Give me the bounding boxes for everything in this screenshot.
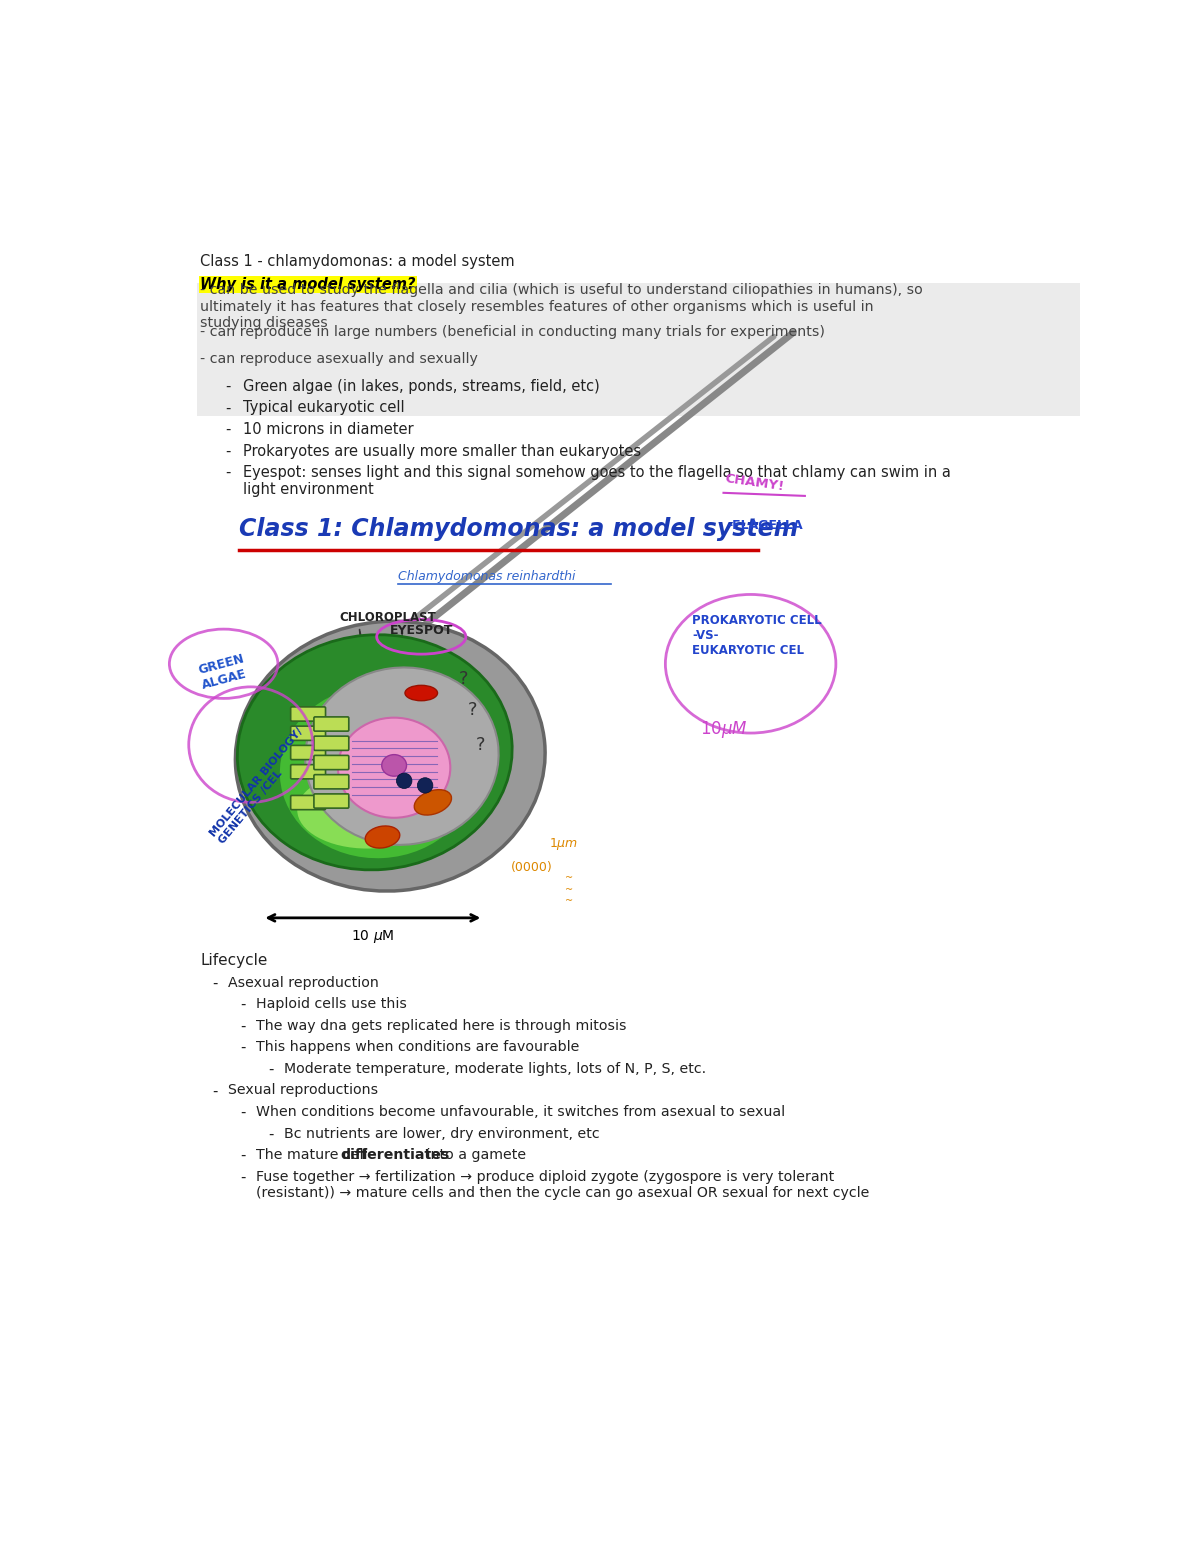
Text: -: - <box>212 1084 217 1098</box>
Ellipse shape <box>238 635 512 870</box>
Text: - can reproduce asexually and sexually: - can reproduce asexually and sexually <box>200 353 479 367</box>
Text: Haploid cells use this: Haploid cells use this <box>256 997 407 1011</box>
Ellipse shape <box>418 778 433 794</box>
Text: into a gamete: into a gamete <box>422 1148 526 1162</box>
Text: Asexual reproduction: Asexual reproduction <box>228 975 378 989</box>
FancyBboxPatch shape <box>290 795 325 809</box>
Ellipse shape <box>382 755 407 776</box>
Ellipse shape <box>365 826 400 848</box>
Ellipse shape <box>298 772 437 848</box>
Ellipse shape <box>235 621 545 891</box>
Ellipse shape <box>305 668 499 845</box>
Text: - can reproduce in large numbers (beneficial in conducting many trials for exper: - can reproduce in large numbers (benefi… <box>200 325 826 339</box>
Ellipse shape <box>280 685 478 859</box>
Text: -: - <box>269 1062 274 1076</box>
Text: Lifecycle: Lifecycle <box>200 952 268 968</box>
Text: ?: ? <box>458 671 468 688</box>
Text: -: - <box>241 1169 246 1185</box>
Text: differentiates: differentiates <box>341 1148 450 1162</box>
Text: CHLOROPLAST: CHLOROPLAST <box>340 610 437 624</box>
Text: -: - <box>241 1148 246 1163</box>
Text: Bc nutrients are lower, dry environment, etc: Bc nutrients are lower, dry environment,… <box>284 1126 600 1140</box>
Ellipse shape <box>338 717 450 818</box>
Text: When conditions become unfavourable, it switches from asexual to sexual: When conditions become unfavourable, it … <box>256 1106 785 1120</box>
Text: MOLECULAR BIOLOGY/
GENETICS /CEL: MOLECULAR BIOLOGY/ GENETICS /CEL <box>208 725 314 846</box>
FancyBboxPatch shape <box>290 707 325 721</box>
Ellipse shape <box>414 789 451 815</box>
Text: Why is it a model system?: Why is it a model system? <box>200 278 416 292</box>
Text: -: - <box>226 444 230 458</box>
FancyBboxPatch shape <box>290 727 325 741</box>
FancyBboxPatch shape <box>314 736 349 750</box>
Text: $1\mu m$: $1\mu m$ <box>550 837 578 853</box>
Text: -: - <box>269 1126 274 1141</box>
Text: Typical eukaryotic cell: Typical eukaryotic cell <box>242 401 404 415</box>
Text: Fuse together → fertilization → produce diploid zygote (zygospore is very tolera: Fuse together → fertilization → produce … <box>256 1169 870 1200</box>
FancyBboxPatch shape <box>290 745 325 759</box>
Text: The mature cell: The mature cell <box>256 1148 372 1162</box>
Text: -: - <box>241 1106 246 1120</box>
Text: CHAMY!: CHAMY! <box>724 472 785 494</box>
Text: EYESPOT: EYESPOT <box>390 624 452 637</box>
FancyBboxPatch shape <box>290 764 325 780</box>
Ellipse shape <box>404 685 438 700</box>
Text: 10 $\mu$M: 10 $\mu$M <box>352 927 395 944</box>
FancyBboxPatch shape <box>314 755 349 770</box>
Text: (0000): (0000) <box>510 862 552 874</box>
Text: Eyespot: senses light and this signal somehow goes to the flagella so that chlam: Eyespot: senses light and this signal so… <box>242 464 950 497</box>
Text: Sexual reproductions: Sexual reproductions <box>228 1084 378 1098</box>
Text: -: - <box>226 422 230 436</box>
Text: GREEN
ALGAE: GREEN ALGAE <box>197 652 250 691</box>
Text: Green algae (in lakes, ponds, streams, field, etc): Green algae (in lakes, ponds, streams, f… <box>242 379 600 394</box>
Text: ~
~
~: ~ ~ ~ <box>565 873 572 907</box>
Text: -: - <box>241 1041 246 1056</box>
Text: The way dna gets replicated here is through mitosis: The way dna gets replicated here is thro… <box>256 1019 626 1033</box>
Text: Prokaryotes are usually more smaller than eukaryotes: Prokaryotes are usually more smaller tha… <box>242 444 641 458</box>
Text: Class 1: Chlamydomonas: a model system: Class 1: Chlamydomonas: a model system <box>239 517 798 542</box>
Text: PROKARYOTIC CELL
-VS-
EUKARYOTIC CEL: PROKARYOTIC CELL -VS- EUKARYOTIC CEL <box>692 613 822 657</box>
Text: -FLAGELLA: -FLAGELLA <box>727 519 803 531</box>
Text: ?: ? <box>475 736 485 753</box>
Text: Chlamydomonas reinhardthi: Chlamydomonas reinhardthi <box>398 570 576 582</box>
FancyBboxPatch shape <box>197 283 1084 416</box>
Text: -: - <box>226 464 230 480</box>
Text: Moderate temperature, moderate lights, lots of N, P, S, etc.: Moderate temperature, moderate lights, l… <box>284 1062 706 1076</box>
Text: -: - <box>241 1019 246 1034</box>
Text: - can be used to study the flagella and cilia (which is useful to understand cil: - can be used to study the flagella and … <box>200 283 923 329</box>
FancyBboxPatch shape <box>314 794 349 808</box>
Text: -: - <box>226 401 230 415</box>
Text: Class 1 - chlamydomonas: a model system: Class 1 - chlamydomonas: a model system <box>200 255 515 269</box>
FancyBboxPatch shape <box>314 717 349 731</box>
Ellipse shape <box>396 773 412 789</box>
Text: 10 microns in diameter: 10 microns in diameter <box>242 422 414 436</box>
Text: -: - <box>212 975 217 991</box>
Text: $10\mu M$: $10\mu M$ <box>701 719 748 739</box>
Text: ?: ? <box>468 700 478 719</box>
FancyBboxPatch shape <box>314 775 349 789</box>
Text: -: - <box>241 997 246 1013</box>
Text: This happens when conditions are favourable: This happens when conditions are favoura… <box>256 1041 580 1054</box>
Text: -: - <box>226 379 230 394</box>
